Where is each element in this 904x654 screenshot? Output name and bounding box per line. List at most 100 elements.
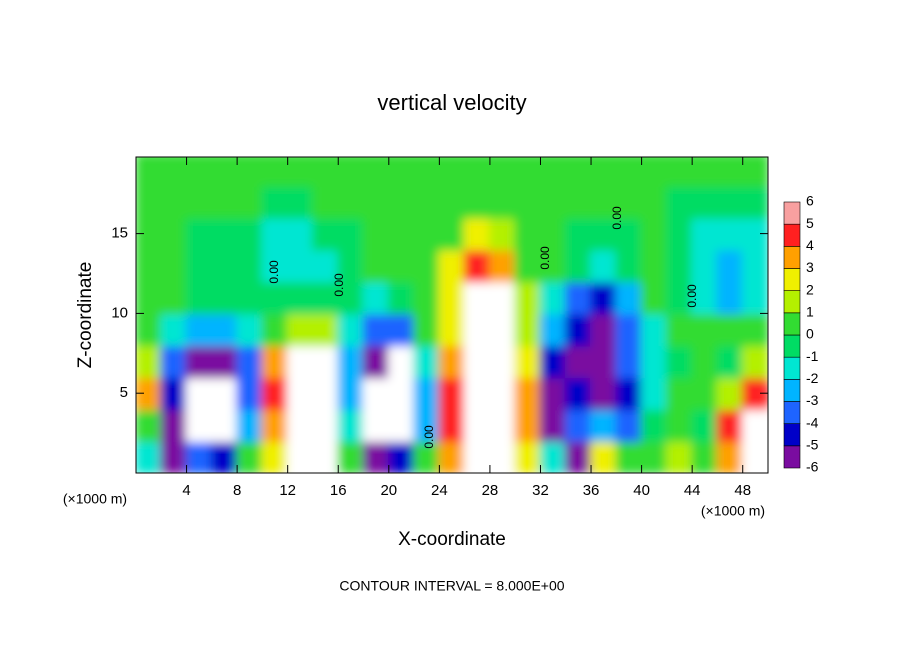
- cell: [665, 408, 694, 443]
- cell: [539, 216, 567, 251]
- cell: [564, 344, 593, 379]
- cell: [337, 216, 365, 251]
- contour-label: 0.00: [685, 284, 699, 308]
- cell: [362, 216, 390, 251]
- cell: [640, 344, 668, 379]
- cell: [311, 280, 340, 315]
- cell: [387, 440, 416, 473]
- cell: [716, 344, 744, 379]
- cell: [691, 248, 719, 283]
- cell: [665, 376, 694, 411]
- x-tick-label: 36: [583, 482, 600, 499]
- cell: [463, 376, 491, 411]
- cell: [438, 312, 466, 347]
- cell: [741, 248, 768, 283]
- cell: [413, 312, 441, 347]
- cell: [488, 344, 517, 379]
- cell: [691, 216, 719, 251]
- cell: [160, 440, 188, 473]
- colorbar-cell: [783, 201, 801, 225]
- colorbar-label: 1: [806, 304, 814, 320]
- cell: [362, 376, 390, 411]
- cell: [590, 216, 618, 251]
- cell: [160, 216, 188, 251]
- cell: [210, 248, 239, 283]
- x-tick-label: 12: [279, 482, 296, 499]
- cell: [337, 184, 365, 219]
- cell: [337, 248, 365, 283]
- cell: [185, 248, 213, 283]
- cell: [160, 157, 188, 187]
- cell: [539, 157, 567, 187]
- cell: [311, 440, 340, 473]
- cell: [665, 184, 694, 219]
- cell: [286, 248, 314, 283]
- cell: [488, 248, 517, 283]
- cell: [413, 344, 441, 379]
- cell: [640, 440, 668, 473]
- cell: [362, 312, 390, 347]
- cell: [488, 312, 517, 347]
- cell: [185, 216, 213, 251]
- colorbar-cell: [783, 223, 801, 247]
- cell: [716, 184, 744, 219]
- cell: [185, 376, 213, 411]
- cell: [210, 440, 239, 473]
- colorbar-label: 3: [806, 259, 814, 275]
- cell: [488, 216, 517, 251]
- cell: [514, 184, 542, 219]
- cell: [463, 248, 491, 283]
- cell: [136, 184, 163, 219]
- cell: [286, 376, 314, 411]
- cell: [741, 157, 768, 187]
- cell: [236, 344, 264, 379]
- cell: [387, 280, 416, 315]
- cell: [261, 216, 289, 251]
- cell: [514, 248, 542, 283]
- cell: [311, 408, 340, 443]
- cell: [337, 157, 365, 187]
- cell: [463, 312, 491, 347]
- cell: [488, 440, 517, 473]
- cell: [261, 248, 289, 283]
- cell: [337, 408, 365, 443]
- cell: [615, 376, 643, 411]
- cell: [136, 440, 163, 473]
- cell: [665, 344, 694, 379]
- cell: [160, 408, 188, 443]
- cell: [640, 216, 668, 251]
- cell: [337, 440, 365, 473]
- cell: [286, 280, 314, 315]
- cell: [413, 157, 441, 187]
- cell: [514, 157, 542, 187]
- cell: [236, 216, 264, 251]
- cell: [337, 312, 365, 347]
- colorbar-cell: [783, 268, 801, 291]
- cell: [210, 312, 239, 347]
- cell: [236, 248, 264, 283]
- cell: [691, 280, 719, 315]
- cell: [438, 408, 466, 443]
- cell: [514, 312, 542, 347]
- cell: [741, 184, 768, 219]
- colorbar-cell: [783, 379, 801, 402]
- cell: [488, 157, 517, 187]
- cell: [286, 440, 314, 473]
- cell: [261, 280, 289, 315]
- x-tick-label: 40: [633, 482, 650, 499]
- contour-label: 0.00: [610, 206, 624, 230]
- cell: [311, 376, 340, 411]
- cell: [387, 248, 416, 283]
- cell: [286, 157, 314, 187]
- colorbar-label: -6: [806, 459, 819, 475]
- cell: [210, 184, 239, 219]
- cell: [488, 376, 517, 411]
- cell: [665, 248, 694, 283]
- colorbar-cell: [783, 334, 801, 358]
- cell: [311, 312, 340, 347]
- cell: [691, 312, 719, 347]
- colorbar-label: -5: [806, 437, 819, 453]
- cell: [615, 157, 643, 187]
- cell: [691, 408, 719, 443]
- cell: [539, 248, 567, 283]
